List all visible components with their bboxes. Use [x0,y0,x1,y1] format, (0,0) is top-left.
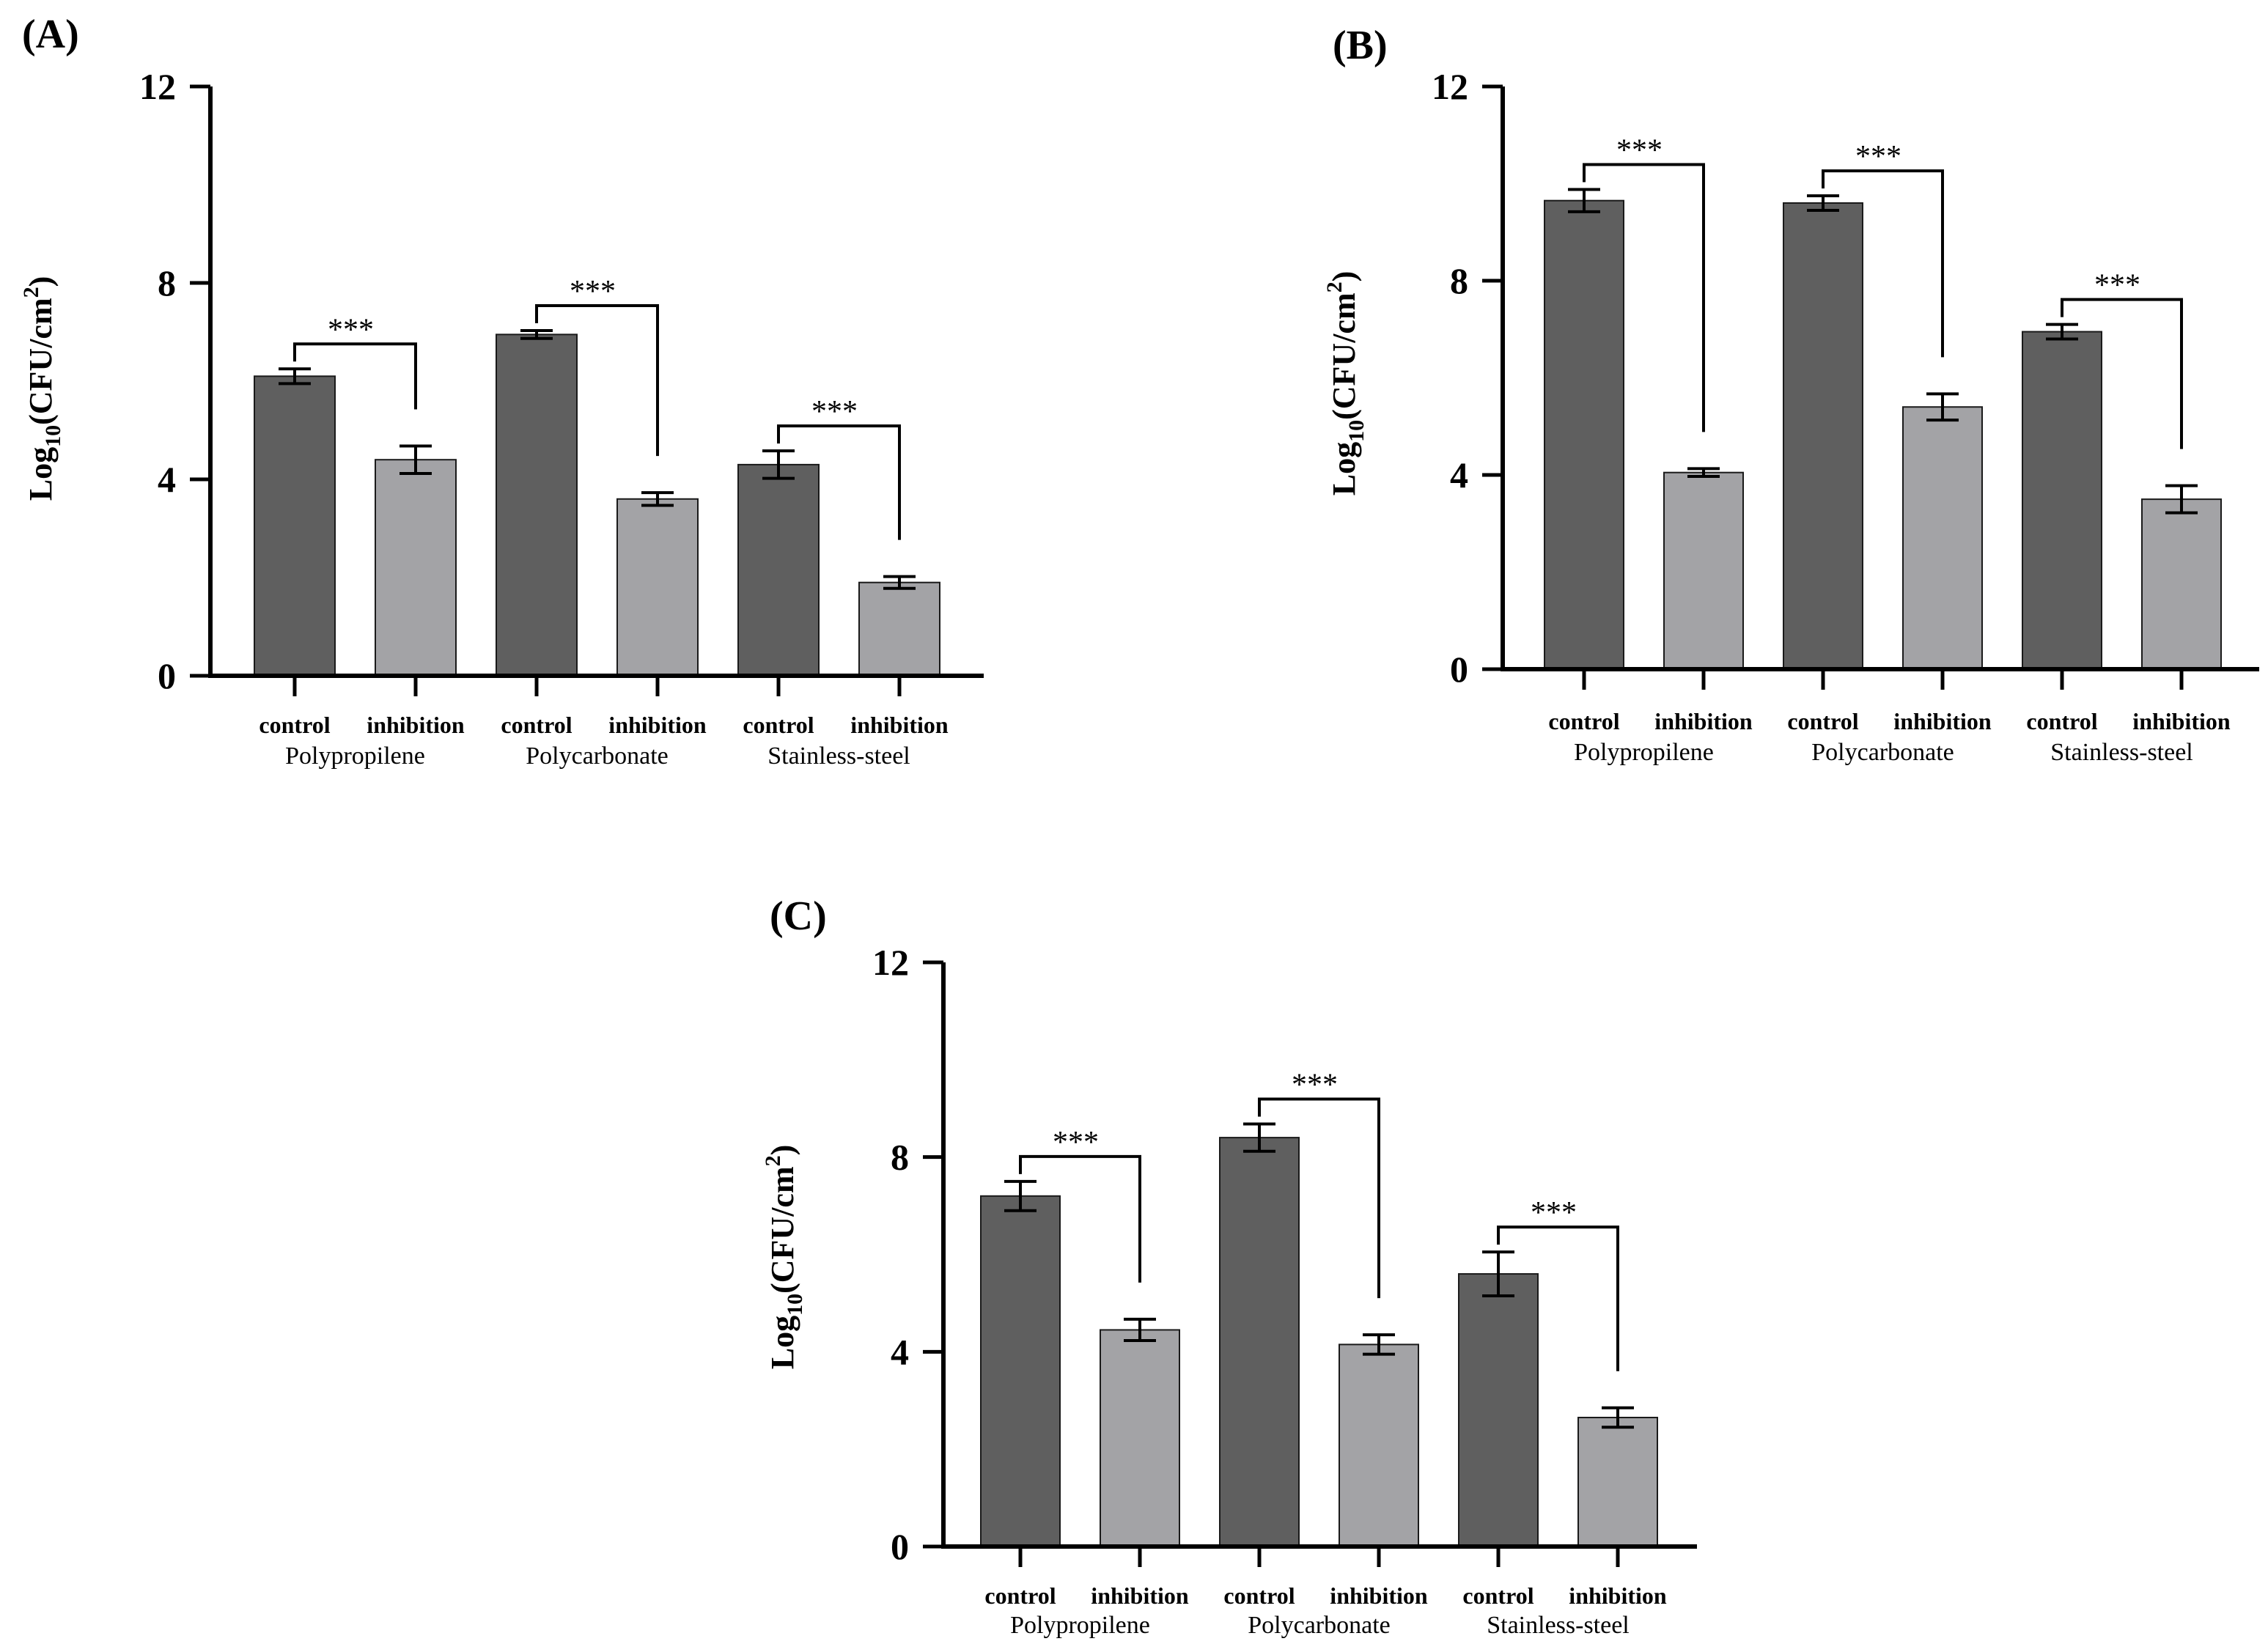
y-tick-label: 12 [139,66,176,107]
bar-control [1219,1137,1300,1547]
panel-label: (C) [770,893,827,939]
group-label: Polypropilene [1574,739,1714,766]
category-label: control [1223,1582,1295,1609]
group-label: Stainless-steel [2050,739,2193,766]
significance-label: *** [811,395,858,429]
bar-inhibition [858,581,940,677]
bar-control [1544,199,1624,670]
significance-label: *** [1053,1126,1099,1160]
chart-panel-a: (A) Log10(CFU/cm2) control inhibition contro… [19,12,984,770]
category-label: control [501,712,572,738]
group-label: Polypropilene [1010,1612,1150,1639]
category-label: inhibition [367,712,465,738]
significance-bracket [293,342,417,410]
category-label: control [984,1582,1056,1609]
y-axis-label: Log10(CFU/cm2) [19,276,65,501]
significance-bracket [2061,298,2183,449]
category-label: control [743,712,814,738]
bar-inhibition [1577,1416,1658,1548]
category-label: inhibition [1893,708,1992,734]
bar-control [2022,331,2102,670]
bar-inhibition [375,459,457,677]
significance-label: *** [1616,133,1663,167]
y-axis-label: Log10(CFU/cm2) [761,1145,807,1370]
significance-bracket [777,424,901,540]
category-label: inhibition [850,712,949,738]
y-tick-label: 4 [1450,454,1468,495]
bar-control [737,463,820,677]
category-label: inhibition [1569,1582,1667,1609]
bar-inhibition [2141,498,2222,670]
bar-inhibition [1663,471,1744,670]
group-label: Polycarbonate [1248,1612,1391,1639]
bar-inhibition [1902,406,1983,670]
category-label: control [1548,708,1619,734]
bar-inhibition [616,498,699,677]
category-label: control [1787,708,1858,734]
significance-label: *** [1292,1069,1338,1102]
category-label: inhibition [1091,1582,1189,1609]
y-tick-label: 0 [158,655,176,696]
category-label: control [1462,1582,1534,1609]
significance-bracket [1583,163,1705,432]
bar-control [254,375,336,677]
significance-bracket [1258,1097,1380,1299]
group-label: Stainless-steel [1487,1612,1630,1639]
bar-control [1458,1273,1539,1547]
y-tick-label: 8 [1450,260,1468,301]
bar-control [980,1195,1061,1548]
y-tick-label: 4 [891,1331,909,1372]
significance-bracket [1822,169,1944,358]
significance-label: *** [2094,269,2140,303]
y-tick-label: 4 [158,459,176,500]
bar-inhibition [1339,1343,1419,1548]
category-label: control [2026,708,2097,734]
significance-label: *** [328,313,374,347]
panel-label: (A) [22,12,79,57]
panel-label: (B) [1333,23,1388,68]
y-tick-label: 8 [891,1137,909,1178]
y-tick-label: 0 [891,1526,909,1567]
bar-control [1783,202,1863,670]
category-label: inhibition [1654,708,1753,734]
y-tick-label: 12 [872,942,909,983]
y-tick-label: 12 [1432,66,1468,107]
significance-bracket [1019,1154,1141,1283]
significance-bracket [1497,1225,1619,1371]
significance-label: *** [570,275,616,309]
group-label: Polycarbonate [1811,739,1954,766]
significance-label: *** [1531,1196,1577,1230]
y-tick-label: 8 [158,262,176,303]
chart-panel-c: (C) Log10(CFU/cm2) control inhibition contro… [761,893,1697,1639]
category-label: inhibition [1330,1582,1428,1609]
group-label: Stainless-steel [767,742,910,770]
chart-panel-b: (B) Log10(CFU/cm2) control inhibition contro… [1322,23,2259,766]
category-label: inhibition [2132,708,2231,734]
y-tick-label: 0 [1450,649,1468,690]
bar-control [496,333,578,677]
group-label: Polypropilene [285,742,425,770]
category-label: control [259,712,330,738]
category-label: inhibition [608,712,707,738]
significance-label: *** [1855,140,1901,174]
group-label: Polycarbonate [526,742,669,770]
bar-inhibition [1100,1329,1180,1547]
y-axis-label: Log10(CFU/cm2) [1322,271,1369,496]
significance-bracket [535,303,659,457]
